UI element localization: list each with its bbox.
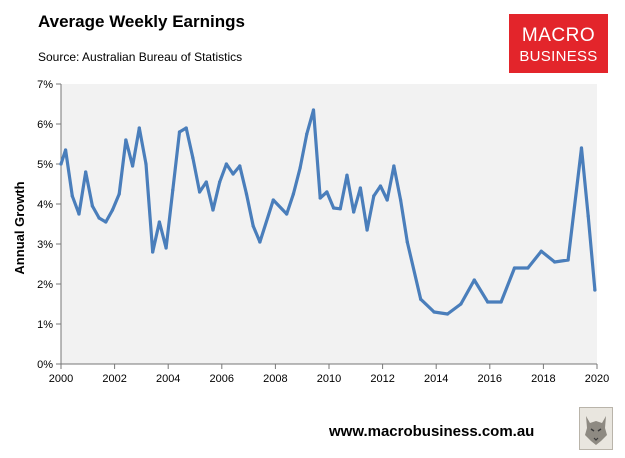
data-point bbox=[566, 258, 570, 262]
logo-line-2: BUSINESS bbox=[519, 48, 598, 65]
y-tick-label: 0% bbox=[37, 359, 53, 371]
data-point bbox=[164, 246, 168, 250]
x-tick-label: 2008 bbox=[263, 373, 287, 385]
data-point bbox=[151, 250, 155, 254]
data-point bbox=[84, 170, 88, 174]
data-point bbox=[157, 220, 161, 224]
y-axis-label: Annual Growth bbox=[12, 181, 27, 274]
data-point bbox=[244, 192, 249, 196]
data-point bbox=[486, 300, 490, 304]
data-point bbox=[593, 288, 597, 292]
data-point bbox=[291, 192, 295, 196]
wolf-logo-icon bbox=[579, 407, 613, 450]
x-tick-label: 2012 bbox=[370, 373, 394, 385]
x-axis-ticks: 2000 2002 2004 2006 2008 2010 2012 2014 2016 2018… bbox=[49, 364, 609, 385]
data-point bbox=[59, 162, 63, 166]
data-point bbox=[97, 216, 101, 220]
x-tick-label: 2000 bbox=[49, 373, 73, 385]
data-point bbox=[419, 297, 423, 301]
data-point bbox=[445, 312, 450, 316]
y-tick-label: 3% bbox=[37, 239, 53, 251]
y-tick-label: 2% bbox=[37, 279, 53, 291]
x-tick-label: 2018 bbox=[531, 373, 555, 385]
data-point bbox=[499, 300, 503, 304]
data-point bbox=[191, 156, 195, 160]
macrobusiness-logo: MACRO BUSINESS bbox=[509, 14, 608, 73]
data-point bbox=[177, 130, 182, 134]
data-point bbox=[258, 240, 262, 244]
data-point bbox=[238, 164, 242, 168]
data-point bbox=[117, 192, 121, 196]
series-line-annual-growth bbox=[59, 108, 597, 316]
x-tick-label: 2016 bbox=[478, 373, 502, 385]
data-point bbox=[378, 184, 383, 188]
y-tick-label: 7% bbox=[37, 79, 53, 91]
y-tick-label: 6% bbox=[37, 119, 53, 131]
data-point bbox=[392, 164, 396, 168]
data-point bbox=[459, 302, 463, 306]
data-point bbox=[338, 207, 342, 211]
line-chart: 0% 1% 2% 3% 4% 5% 6% 7% 2000 2002 2004 2006 2008 201… bbox=[12, 79, 609, 385]
data-point bbox=[224, 162, 228, 166]
data-point bbox=[372, 194, 376, 198]
chart-source: Source: Australian Bureau of Statistics bbox=[38, 50, 243, 64]
data-point bbox=[325, 190, 329, 194]
data-point bbox=[90, 204, 94, 208]
data-point bbox=[298, 166, 302, 170]
data-point bbox=[124, 138, 128, 142]
data-points bbox=[59, 108, 597, 316]
data-point bbox=[63, 148, 68, 152]
data-point bbox=[358, 186, 362, 190]
data-point bbox=[171, 188, 175, 192]
data-point bbox=[130, 164, 135, 168]
data-point bbox=[579, 146, 584, 150]
data-point bbox=[184, 126, 188, 130]
x-tick-label: 2006 bbox=[210, 373, 234, 385]
data-point bbox=[472, 278, 476, 282]
x-tick-label: 2002 bbox=[102, 373, 126, 385]
data-point bbox=[70, 194, 74, 198]
data-point bbox=[385, 198, 389, 202]
logo-line-1: MACRO bbox=[521, 25, 596, 46]
data-point bbox=[553, 260, 557, 264]
data-point bbox=[144, 162, 148, 166]
data-point bbox=[432, 310, 436, 314]
data-point bbox=[305, 132, 309, 136]
data-point bbox=[197, 190, 202, 194]
data-point bbox=[526, 266, 530, 270]
data-point bbox=[137, 126, 141, 130]
data-point bbox=[211, 208, 215, 212]
x-tick-label: 2004 bbox=[156, 373, 180, 385]
website-url: www.macrobusiness.com.au bbox=[329, 423, 535, 440]
plot-area bbox=[61, 84, 597, 364]
x-tick-label: 2020 bbox=[585, 373, 609, 385]
x-tick-label: 2010 bbox=[317, 373, 341, 385]
data-point bbox=[398, 198, 403, 202]
data-point bbox=[104, 220, 108, 224]
data-point bbox=[365, 228, 369, 232]
data-point bbox=[311, 108, 316, 112]
y-axis-ticks: 0% 1% 2% 3% 4% 5% 6% 7% bbox=[37, 79, 61, 371]
y-tick-label: 4% bbox=[37, 199, 53, 211]
data-point bbox=[77, 212, 81, 216]
data-point bbox=[352, 210, 356, 214]
data-point bbox=[285, 212, 289, 216]
y-tick-label: 5% bbox=[37, 159, 53, 171]
data-point bbox=[318, 196, 322, 200]
data-point bbox=[218, 180, 222, 184]
data-point bbox=[110, 208, 115, 212]
data-point bbox=[271, 198, 275, 202]
data-point bbox=[231, 172, 235, 176]
chart-title: Average Weekly Earnings bbox=[38, 12, 245, 31]
y-tick-label: 1% bbox=[37, 319, 53, 331]
x-tick-label: 2014 bbox=[424, 373, 448, 385]
data-point bbox=[512, 266, 517, 270]
data-point bbox=[345, 173, 349, 177]
data-point bbox=[539, 249, 543, 253]
data-point bbox=[405, 240, 409, 244]
data-point bbox=[586, 214, 590, 218]
data-point bbox=[331, 206, 336, 210]
data-point bbox=[204, 180, 208, 184]
data-point bbox=[251, 224, 255, 228]
